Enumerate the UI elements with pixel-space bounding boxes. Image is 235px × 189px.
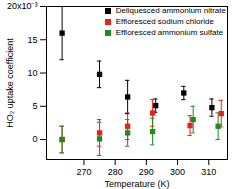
svg-text:20x10⁻³: 20x10⁻³ <box>7 1 38 11</box>
svg-text:310: 310 <box>201 167 216 177</box>
html-text:Effloresced ammonium sulfate: Effloresced ammonium sulfate <box>115 28 224 37</box>
svg-text:Temperature (K): Temperature (K) <box>104 179 169 189</box>
html-text:Effloresced sodium chloride: Effloresced sodium chloride <box>115 17 214 26</box>
svg-text:5: 5 <box>32 101 37 111</box>
svg-text:10: 10 <box>27 68 37 78</box>
svg-text:15: 15 <box>27 35 37 45</box>
svg-text:290: 290 <box>139 167 154 177</box>
svg-text:0: 0 <box>32 134 37 144</box>
svg-text:HO₂ uptake coefficient: HO₂ uptake coefficient <box>5 38 15 128</box>
svg-text:270: 270 <box>76 167 91 177</box>
html-text:Deliquesced ammonium nitrate: Deliquesced ammonium nitrate <box>115 6 226 15</box>
svg-text:300: 300 <box>170 167 185 177</box>
svg-text:280: 280 <box>108 167 123 177</box>
